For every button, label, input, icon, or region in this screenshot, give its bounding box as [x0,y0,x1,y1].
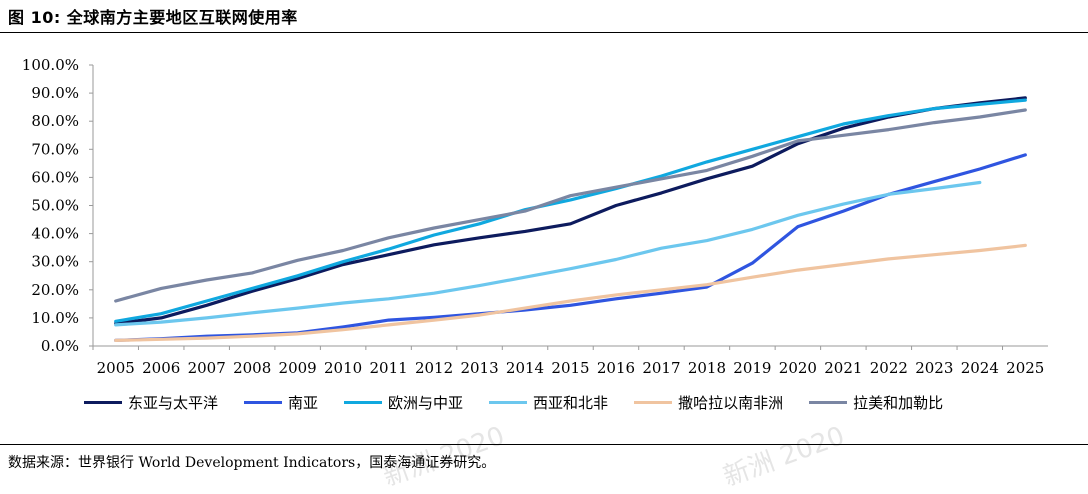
line-chart: 0.0% 10.0% 20.0% 30.0% 40.0% 50.0% 60.0% 70.0% 8… [22,56,1048,377]
y-tick-label: 80.0% [31,112,79,130]
y-tick-label: 60.0% [31,168,79,186]
legend-swatch [244,401,283,404]
legend-label: 拉美和加勒比 [853,394,944,412]
x-tick-label: 2015 [551,359,589,377]
bottom-rule [0,444,1088,445]
y-tick-label: 90.0% [31,84,79,102]
x-tick-label: 2013 [460,359,498,377]
source-note: 数据来源：世界银行 World Development Indicators，国… [8,455,496,471]
legend-item: 欧洲与中亚 [344,392,463,413]
legend-swatch [84,401,122,404]
x-tick-label: 2017 [642,359,680,377]
x-tick-label: 2010 [324,359,362,377]
legend-item: 撒哈拉以南非洲 [634,392,783,413]
x-tick-label: 2023 [915,359,953,377]
x-tick-label: 2020 [779,359,817,377]
watermark: 新洲 2020 [719,421,849,493]
legend-label: 撒哈拉以南非洲 [678,394,784,412]
legend-item: 东亚与太平洋 [84,392,218,413]
legend-item: 西亚和北非 [489,392,608,413]
x-tick-label: 2005 [97,359,135,377]
legend-label: 西亚和北非 [533,394,609,412]
y-tick-label: 40.0% [31,225,79,243]
x-tick-label: 2019 [733,359,771,377]
x-tick-label: 2006 [142,359,180,377]
x-tick-label: 2022 [870,359,908,377]
series-line-5 [114,243,1027,342]
legend-swatch [344,401,383,404]
figure-title: 图 10: 全球南方主要地区互联网使用率 [8,8,298,27]
x-tick-label: 2009 [279,359,317,377]
legend-item: 南亚 [244,392,318,413]
series-line-3 [114,98,1027,323]
legend-label: 南亚 [288,394,319,412]
series-line-4 [114,180,982,327]
x-tick-label: 2016 [597,359,635,377]
y-tick-label: 70.0% [31,140,79,158]
y-tick-label: 100.0% [22,56,79,74]
x-tick-label: 2024 [961,359,999,377]
x-tick-label: 2012 [415,359,453,377]
legend-swatch [489,401,528,404]
chart-legend: 东亚与太平洋 南亚 欧洲与中亚 西亚和北非 撒哈拉以南非洲 拉美和加勒比 [84,392,943,413]
x-tick-label: 2014 [506,359,544,377]
legend-item: 拉美和加勒比 [809,392,943,413]
x-tick-label: 2018 [688,359,726,377]
x-tick-label: 2008 [233,359,271,377]
x-tick-label: 2011 [370,359,408,377]
y-tick-label: 50.0% [31,197,79,215]
y-tick-label: 30.0% [31,253,79,271]
legend-label: 东亚与太平洋 [128,394,219,412]
top-rule [0,32,1088,33]
y-tick-label: 10.0% [31,309,79,327]
series-line-6 [114,108,1027,303]
y-tick-label: 20.0% [31,281,79,299]
series-line-1 [114,96,1027,326]
x-tick-label: 2025 [1006,359,1044,377]
y-tick-label: 0.0% [41,337,79,355]
legend-swatch [634,401,673,404]
legend-label: 欧洲与中亚 [388,394,464,412]
x-tick-label: 2007 [188,359,226,377]
x-tick-label: 2021 [824,359,862,377]
legend-swatch [809,401,848,404]
